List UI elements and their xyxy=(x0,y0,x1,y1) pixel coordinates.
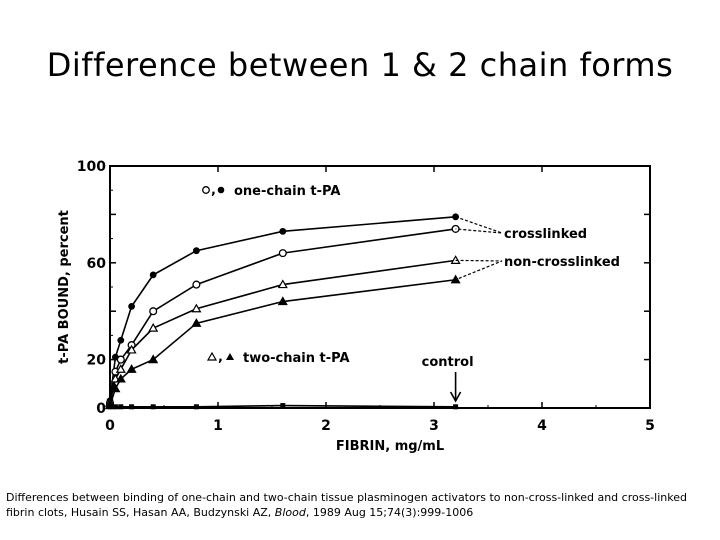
legend-two-chain: two-chain t-PA xyxy=(243,351,350,366)
figure-caption: Differences between binding of one-chain… xyxy=(6,490,712,520)
legend-one-chain: one-chain t-PA xyxy=(234,184,340,199)
data-point xyxy=(118,404,124,410)
data-point xyxy=(126,344,137,354)
data-point xyxy=(149,271,157,279)
x-tick-label: 3 xyxy=(429,418,439,434)
data-point xyxy=(150,404,156,410)
data-point xyxy=(148,354,159,364)
data-point xyxy=(117,336,125,344)
x-tick-label: 1 xyxy=(213,418,223,434)
legend-marker xyxy=(226,353,234,360)
y-tick-label: 60 xyxy=(87,256,107,272)
x-tick-label: 0 xyxy=(105,418,115,434)
control-arrow-head xyxy=(449,391,462,403)
chart: 0 1 2 3 4 5 0 20 60 100 FIBRIN, mg/mL t-PA BOUND, p… xyxy=(40,150,680,460)
data-point xyxy=(453,404,459,410)
x-axis-label: FIBRIN, mg/mL xyxy=(336,439,444,454)
data-point xyxy=(277,296,288,306)
crosslinked-connector xyxy=(455,216,503,234)
caption-text: Differences between binding of one-chain… xyxy=(6,491,687,519)
caption-journal: Blood xyxy=(274,506,306,519)
label-non-crosslinked: non-crosslinked xyxy=(504,255,620,270)
data-point xyxy=(149,307,158,316)
data-point xyxy=(126,364,137,373)
legend-marker xyxy=(217,186,225,194)
data-point xyxy=(277,279,288,289)
data-point xyxy=(193,404,199,410)
y-tick-label: 0 xyxy=(96,401,106,417)
data-point xyxy=(110,383,121,393)
data-point xyxy=(128,302,135,310)
data-point xyxy=(280,403,286,409)
legend-marker xyxy=(206,351,218,361)
y-tick-label: 100 xyxy=(77,159,106,175)
legend-marker xyxy=(202,186,210,194)
data-point xyxy=(192,280,201,289)
caption-citation: , 1989 Aug 15;74(3):999-1006 xyxy=(305,506,474,519)
slide-title: Difference between 1 & 2 chain forms xyxy=(46,46,674,84)
label-crosslinked: crosslinked xyxy=(504,227,587,242)
data-point xyxy=(148,322,159,332)
data-point xyxy=(112,404,118,410)
series-line xyxy=(109,216,456,401)
legend-comma: , xyxy=(211,183,216,198)
data-point xyxy=(278,249,287,258)
y-axis-label: t-PA BOUND, percent xyxy=(57,210,72,364)
data-point xyxy=(191,303,202,313)
x-tick-label: 5 xyxy=(645,418,655,434)
data-point xyxy=(107,404,113,410)
data-point xyxy=(115,364,126,373)
data-point xyxy=(115,373,126,383)
data-point xyxy=(193,247,200,255)
legend-comma: , xyxy=(218,350,223,365)
data-point xyxy=(191,318,202,327)
data-point xyxy=(116,355,125,364)
y-tick-label: 20 xyxy=(87,353,107,369)
non-crosslinked-connector xyxy=(455,259,503,281)
x-tick-label: 4 xyxy=(537,418,547,434)
x-tick-label: 2 xyxy=(321,418,331,434)
data-point xyxy=(279,227,287,235)
data-point xyxy=(129,404,135,410)
label-control: control xyxy=(422,355,474,370)
chart-svg: 0 1 2 3 4 5 0 20 60 100 FIBRIN, mg/mL t-PA BOUND, p… xyxy=(57,159,655,454)
